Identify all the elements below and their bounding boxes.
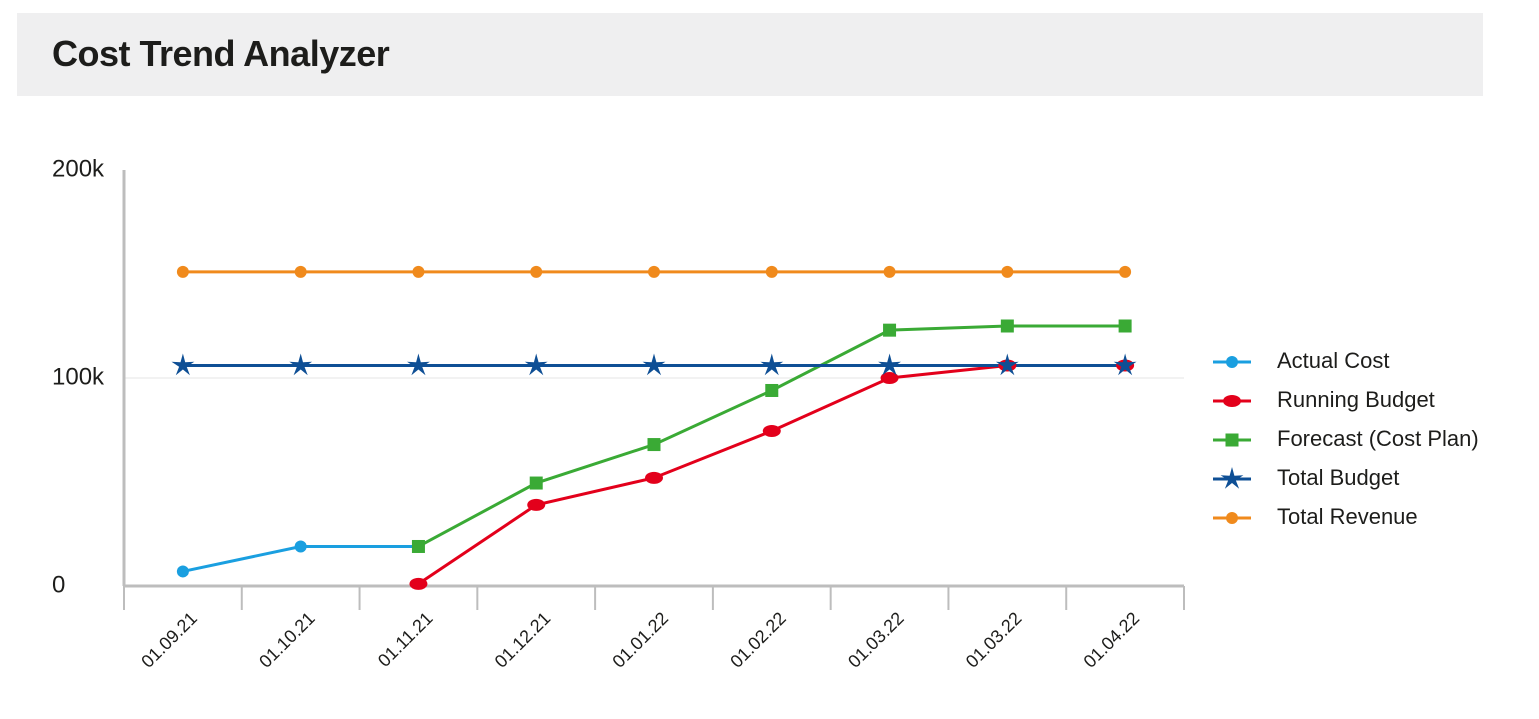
- x-tick-label: 01.02.22: [726, 608, 790, 672]
- marker: [176, 565, 189, 578]
- marker: [883, 265, 896, 278]
- marker: [407, 353, 430, 376]
- marker: [1113, 353, 1137, 376]
- marker: [1223, 395, 1241, 407]
- page-title: Cost Trend Analyzer: [52, 33, 390, 74]
- marker: [530, 265, 543, 278]
- marker: [995, 353, 1019, 376]
- marker: [524, 353, 548, 376]
- marker: [1220, 467, 1244, 489]
- legend-label: Total Budget: [1277, 465, 1399, 490]
- marker: [760, 353, 784, 376]
- x-tick-label: 01.04.22: [1080, 608, 1144, 672]
- legend-label: Running Budget: [1277, 387, 1435, 412]
- marker: [1119, 265, 1132, 278]
- legend-label: Forecast (Cost Plan): [1277, 426, 1479, 451]
- marker: [1000, 319, 1014, 333]
- marker: [1225, 433, 1239, 447]
- marker: [529, 476, 543, 490]
- marker: [409, 577, 428, 590]
- x-tick-label: 01.09.21: [137, 608, 201, 672]
- marker: [411, 539, 425, 553]
- y-tick-label: 200k: [52, 155, 105, 182]
- x-tick-label: 01.01.22: [608, 608, 672, 672]
- marker: [527, 498, 546, 511]
- marker: [1226, 512, 1238, 524]
- marker: [878, 353, 901, 376]
- y-tick-label: 0: [52, 571, 65, 598]
- marker: [1118, 319, 1132, 333]
- marker: [642, 353, 666, 376]
- marker: [294, 265, 307, 278]
- marker: [171, 353, 195, 376]
- marker: [294, 540, 307, 553]
- marker: [1001, 265, 1014, 278]
- series-line: [417, 364, 1126, 586]
- marker: [883, 323, 897, 337]
- marker: [648, 265, 660, 278]
- marker: [645, 471, 663, 484]
- marker: [762, 425, 781, 438]
- legend-label: Total Revenue: [1277, 504, 1418, 529]
- x-tick-label: 01.10.21: [255, 608, 319, 672]
- marker: [412, 265, 425, 278]
- marker: [880, 372, 899, 384]
- marker: [176, 265, 189, 278]
- header-bar: Cost Trend Analyzer: [17, 13, 1483, 96]
- x-tick-label: 01.11.21: [374, 608, 437, 671]
- x-tick-label: 01.03.22: [844, 608, 908, 672]
- x-tick-label: 01.03.22: [962, 608, 1026, 672]
- marker: [647, 438, 661, 452]
- legend-label: Actual Cost: [1277, 348, 1390, 373]
- y-tick-label: 100k: [52, 363, 105, 390]
- marker: [1226, 356, 1238, 368]
- x-tick-label: 01.12.21: [491, 608, 555, 672]
- marker: [765, 383, 779, 397]
- marker: [765, 265, 778, 278]
- marker: [289, 353, 313, 376]
